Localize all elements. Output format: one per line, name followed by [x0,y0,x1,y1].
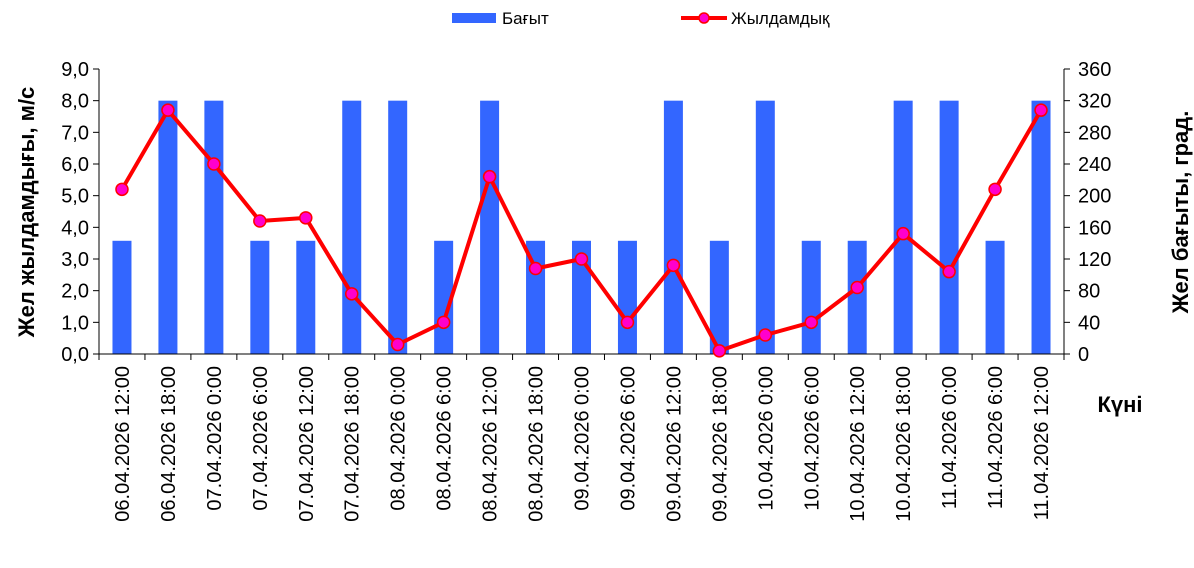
y-tick-label: 1,0 [61,312,89,334]
line-point [207,157,221,171]
y-tick-label: 9,0 [61,59,89,81]
x-tick-label: 07.04.2026 12:00 [296,366,318,522]
line-point [482,169,497,184]
bar [158,100,178,355]
bar [342,100,362,355]
y2-tick-label: 80 [1078,281,1100,303]
x-tick-label: 11.04.2026 12:00 [1031,366,1053,520]
y-tick-label: 7,0 [61,122,89,144]
line-point [1034,103,1048,117]
bar [939,100,959,355]
bar [801,240,821,354]
y2-tick-label: 160 [1078,217,1111,239]
x-tick-label: 10.04.2026 6:00 [801,366,823,511]
y2-tick-label: 280 [1078,122,1111,144]
bar [617,240,637,354]
x-tick-label: 07.04.2026 6:00 [250,366,272,511]
bar [1031,100,1051,355]
line-point [528,261,543,276]
bar [847,240,867,354]
x-tick-label: 09.04.2026 18:00 [709,366,731,522]
bar-series [112,100,1051,355]
line-point [161,103,175,117]
x-tick-label: 06.04.2026 18:00 [158,366,180,522]
y2-tick-label: 120 [1078,249,1111,271]
bar [112,240,132,354]
x-tick-label: 10.04.2026 12:00 [847,366,869,522]
y-tick-label: 4,0 [61,217,89,239]
x-tick-labels: 06.04.2026 12:00 06.04.2026 18:00 07.04.20… [112,366,1053,522]
y-tick-labels: 0,0 1,0 2,0 3,0 4,0 5,0 6,0 7,0 8,0 9,0 [61,59,89,366]
x-tick-label: 09.04.2026 0:00 [572,366,594,511]
legend-bar-label: Бағыт [502,9,549,28]
x-tick-label: 06.04.2026 12:00 [112,366,134,522]
y-tick-label: 2,0 [61,281,89,303]
y2-tick-label: 40 [1078,312,1100,334]
x-tick-label: 07.04.2026 0:00 [204,366,226,511]
line-point [896,226,910,241]
y-tick-label: 8,0 [61,91,89,113]
y-tick-label: 6,0 [61,154,89,176]
y2-axis-title: Жел бағыты, град. [1168,111,1193,315]
y2-tick-labels: 0 40 80 120 160 200 240 280 320 360 [1078,59,1111,366]
line-point [253,214,267,228]
x-tick-label: 11.04.2026 6:00 [985,366,1007,509]
line-point [390,337,405,352]
line-point [666,258,681,273]
line-point [712,344,727,358]
x-tick-label: 08.04.2026 0:00 [388,366,410,511]
bar [709,240,729,354]
y-tick-label: 0,0 [61,344,89,366]
y2-tick-label: 240 [1078,154,1111,176]
line-point [758,328,773,342]
y-axis-title: Жел жылдамдығы, м/с [14,87,39,339]
bar [296,240,316,354]
legend-line-label: Жылдамдық [731,9,830,28]
x-tick-label: 07.04.2026 18:00 [342,366,364,522]
y2-tick-label: 320 [1078,91,1111,113]
y2-tick-label: 200 [1078,186,1111,208]
bar [480,100,500,355]
line-point [620,315,635,330]
line-point [850,280,864,295]
x-tick-label: 10.04.2026 18:00 [893,366,915,522]
bar [985,240,1005,354]
bar [572,240,591,354]
legend-bar-swatch [452,13,496,23]
line-point [988,182,1002,197]
line-point [804,315,819,330]
bar [204,100,224,355]
line-point [344,287,359,301]
y2-tick-label: 0 [1078,344,1089,366]
line-point [115,182,129,197]
x-tick-label: 08.04.2026 18:00 [526,366,548,522]
y2-tick-label: 360 [1078,59,1111,81]
y-tick-label: 3,0 [61,249,89,271]
x-tick-label: 08.04.2026 6:00 [434,366,456,511]
bar [663,100,683,355]
x-tick-label: 11.04.2026 0:00 [939,366,961,509]
line-series [115,103,1048,358]
line-point [574,252,589,266]
legend-line-marker [698,12,710,24]
x-tick-label: 10.04.2026 0:00 [755,366,777,511]
bar [755,100,775,355]
x-tick-label: 08.04.2026 12:00 [480,366,502,522]
line-point [436,315,451,330]
legend: Бағыт Жылдамдық [452,9,830,28]
line-point [299,211,313,225]
bar [388,100,408,355]
x-tick-label: 09.04.2026 12:00 [663,366,685,522]
x-axis-title: Күні [1097,392,1142,417]
y-tick-label: 5,0 [61,186,89,208]
axes [93,68,1070,360]
x-tick-label: 09.04.2026 6:00 [617,366,639,511]
bar [250,240,270,354]
line-point [942,264,956,279]
